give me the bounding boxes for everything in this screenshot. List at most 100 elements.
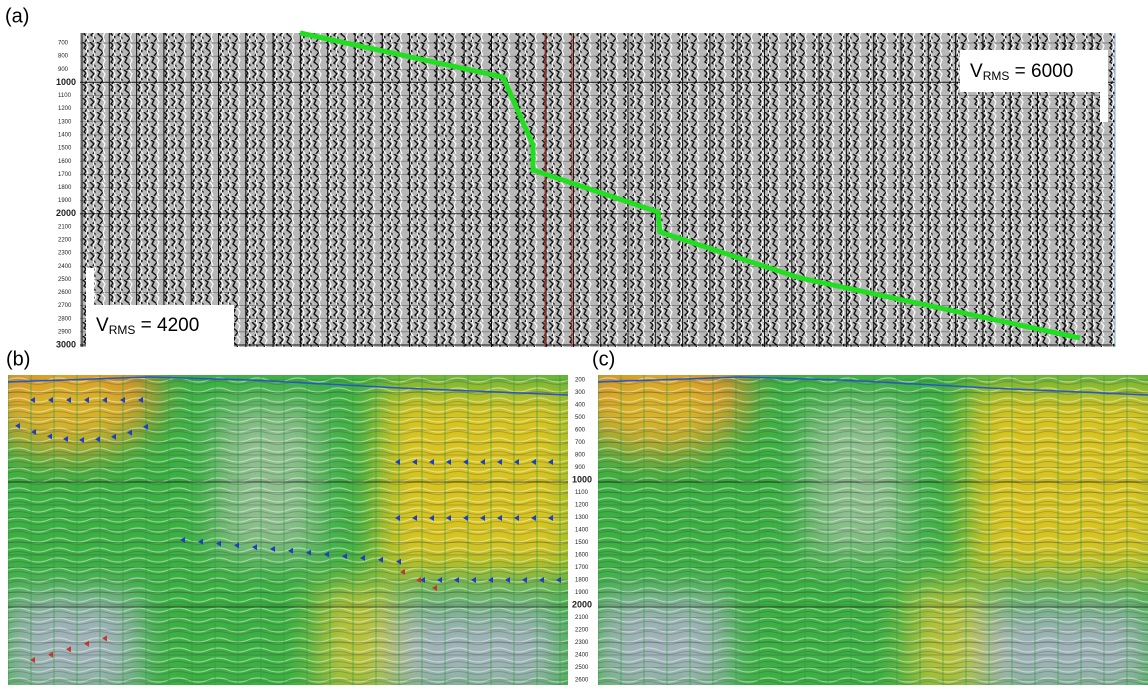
pick-marker [198,538,203,545]
pick-marker [395,459,400,465]
tick-label: 2700 [58,303,72,309]
velocity-section [598,375,1148,685]
pick-marker [395,515,400,521]
pick-marker [429,459,434,465]
pick-marker [497,459,502,465]
tick-label: 1400 [575,528,589,534]
tick-label: 500 [575,415,586,421]
tick-label: 700 [58,41,69,47]
tick-label: 1800 [58,185,72,191]
pick-marker [48,397,53,403]
pick-marker [548,515,553,521]
pick-marker [416,577,421,583]
pick-marker [437,577,442,583]
pick-marker [95,436,100,443]
pick-marker [111,433,116,440]
tick-label: 1100 [58,93,72,99]
pick-marker [548,459,553,465]
pick-marker [66,646,71,653]
tick-label: 1000 [56,77,76,87]
tick-label: 900 [575,465,586,471]
pick-marker [30,657,35,663]
pick-marker [30,397,35,403]
tick-label: 1600 [575,553,589,559]
pick-marker [216,540,221,547]
velocity-section [8,375,568,685]
tick-label: 2400 [58,264,72,270]
tick-label: 1100 [575,490,589,496]
tick-label: 800 [58,54,69,60]
panel-label: (c) [592,348,615,370]
tick-label: 3000 [56,339,76,349]
tick-label: 2200 [58,238,72,244]
tick-label: 600 [575,428,586,434]
grid [80,33,1115,347]
annotation-bar [86,268,94,305]
pick-marker [102,635,107,642]
annotation-bar [1100,92,1108,122]
velocity-pick [299,30,1081,341]
pick-marker [471,577,476,583]
pick-marker [497,515,502,521]
panel-label: (a) [5,5,29,27]
pick-marker [480,515,485,521]
tick-label: 2900 [58,329,72,335]
pick-marker [522,577,527,583]
pick-marker [432,585,437,591]
tick-label: 2300 [575,640,589,646]
pick-marker [531,515,536,521]
tick-label: 1700 [58,172,72,178]
tick-label: 1700 [575,565,589,571]
tick-label: 1300 [58,119,72,125]
pick-marker [360,555,365,561]
pick-marker [429,515,434,521]
pick-marker [31,428,36,435]
pick-marker [514,515,519,521]
pick-marker [84,397,89,403]
pick-marker [324,551,329,558]
pick-marker [378,556,383,563]
tick-label: 2300 [58,251,72,257]
pick-marker [480,459,485,465]
tick-label: 2600 [575,678,589,684]
pick-marker [446,515,451,521]
tick-label: 400 [575,403,586,409]
pick-marker [180,537,185,543]
pick-marker [420,577,425,583]
pick-marker [446,459,451,465]
tick-label: 2400 [575,653,589,659]
tick-label: 1200 [58,106,72,112]
pick-marker [400,569,405,575]
pick-marker [412,459,417,465]
axis: 200 300 400 500 600 700 800 900 1000 1100 1200 1300… [572,378,592,684]
pick-marker [488,577,493,583]
tick-label: 200 [575,378,586,384]
tick-label: 2500 [575,665,589,671]
pick-marker [120,397,125,403]
tick-label: 1200 [575,503,589,509]
pick-marker [252,544,257,551]
pick-marker [138,397,143,403]
pick-marker [396,558,401,565]
annotation-box [960,50,1108,92]
tick-label: 900 [58,67,69,73]
tick-label: 300 [575,390,586,396]
pick-marker [531,459,536,465]
tick-label: 1600 [58,159,72,165]
tick-label: 2200 [575,628,589,634]
pick-marker [306,549,311,556]
tick-label: 800 [575,453,586,459]
panel-label: (b) [6,348,30,370]
tick-label: 1500 [58,146,72,152]
pick-marker [270,546,275,552]
pick-marker [539,577,544,583]
pick-marker [84,640,89,647]
tick-label: 2800 [58,316,72,322]
tick-label: 1900 [575,590,589,596]
tick-label: 2100 [575,615,589,621]
pick-marker [66,397,71,403]
pick-marker [463,515,468,521]
tick-label: 1500 [575,540,589,546]
tick-label: 1000 [572,474,592,484]
